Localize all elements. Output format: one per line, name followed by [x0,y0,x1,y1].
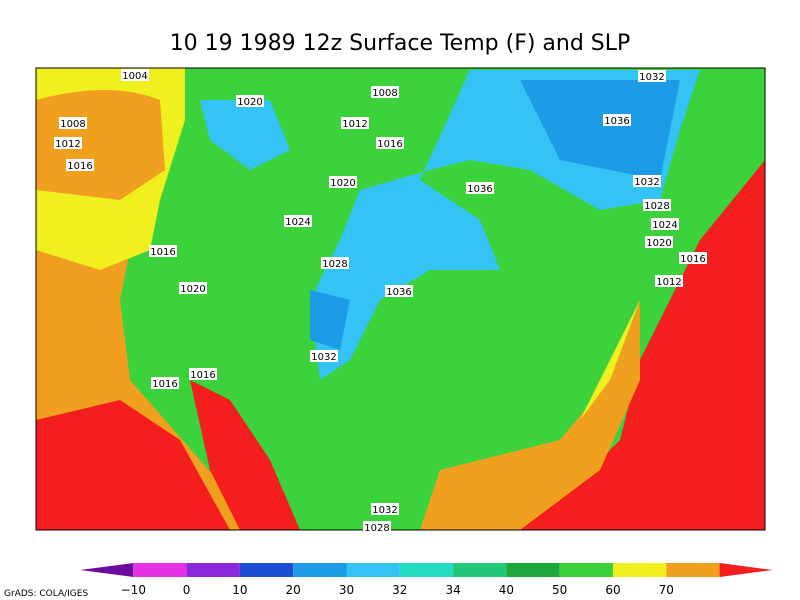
isobar-label-box [651,218,679,230]
isobar-label-box [643,199,671,211]
isobar-label: 1036 [386,287,411,298]
colorbar-segment [666,563,720,577]
colorbar-label: 20 [286,583,301,597]
temp-sw-ocean [36,400,230,530]
isobar-labels: 1004 1008 1032 1020 1008 1012 1036 1012 1016 1016… [54,69,707,534]
isobar-label: 1036 [604,116,629,127]
colorbar-segment [239,563,294,577]
isobar-label: 1012 [55,139,80,150]
isobar-label-box [179,282,207,294]
isobar-label: 1016 [67,161,92,172]
isobar-label: 1024 [652,220,677,231]
colorbar-segment [613,563,667,577]
colorbar-segment [346,563,400,577]
isobar-label: 1016 [680,254,705,265]
isobar-label: 1016 [152,379,177,390]
isobar-label-box [121,69,149,81]
isobar-label: 1032 [639,72,664,83]
isobar-label-box [679,252,707,264]
isobar-label-box [603,114,631,126]
isobar-label: 1008 [372,88,397,99]
colorbar-segment [293,563,347,577]
colorbar-segment [399,563,454,577]
isobar-label-box [645,236,673,248]
temp-coast [580,300,640,420]
isobar-label: 1016 [190,370,215,381]
colorbar-segment [506,563,560,577]
isobar-label: 1032 [372,505,397,516]
colorbar-label: 50 [552,583,567,597]
isobar-label: 1016 [377,139,402,150]
isobar-label-box [284,215,312,227]
isobar-label-box [633,175,661,187]
isobar-label-box [371,503,399,515]
isobar-label-box [371,86,399,98]
isobar-label: 1020 [180,284,205,295]
isobar-label: 1012 [656,277,681,288]
isobar-label: 1028 [322,259,347,270]
isobar-label-box [466,182,494,194]
temp-baja [190,380,300,530]
isobar-label: 1024 [285,217,310,228]
temp-rockies [310,290,350,350]
isobar-label-box [329,176,357,188]
isobar-label-box [341,117,369,129]
isobar-label-box [189,368,217,380]
isobar-label: 1020 [330,178,355,189]
isobar-label-box [66,159,94,171]
isobar-label-box [149,245,177,257]
colorbar-label: 0 [183,583,191,597]
isobar-label-box [655,275,683,287]
isobar-label: 1020 [646,238,671,249]
isobar-label-box [363,521,391,533]
colorbar-label: 40 [499,583,514,597]
isobar-label-box [638,70,666,82]
isobar-label: 1028 [644,201,669,212]
isobar-label: 1020 [237,97,262,108]
map-frame [35,67,766,531]
isobar-label: 1032 [311,352,336,363]
temp-bc [200,100,290,170]
colorbar-label: 30 [339,583,354,597]
colorbar-label: 70 [659,583,674,597]
isobar-label-box [236,95,264,107]
colorbar-label: 10 [232,583,247,597]
temp-hudson [520,80,680,180]
isobar-label-box [151,377,179,389]
isobar-label: 1032 [634,177,659,188]
colorbar-segment [559,563,613,577]
isobar-label-box [376,137,404,149]
isobar-label-box [310,350,338,362]
isobar-label-box [59,117,87,129]
colorbar-arrow [719,563,773,577]
temp-southeast [420,300,640,530]
colorbar-segment [453,563,507,577]
isobar-label: 1012 [342,119,367,130]
isobar-label-box [321,257,349,269]
isobar-label: 1008 [60,119,85,130]
colorbar-segment [133,563,187,577]
colorbar-segment [186,563,240,577]
isobar-label: 1028 [364,523,389,534]
colorbar-label: 34 [445,583,460,597]
isobar-label: 1004 [122,71,147,82]
colorbar: −10 0 10 20 30 32 34 40 50 60 70 [80,563,773,597]
isobar-label: 1016 [150,247,175,258]
colorbar-arrow [80,563,134,577]
isobar-label: 1036 [467,184,492,195]
isobar-label-box [54,137,82,149]
isobar-label-box [385,285,413,297]
title: 10 19 1989 12z Surface Temp (F) and SLP [170,31,631,56]
colorbar-label: 60 [605,583,620,597]
colorbar-label: 32 [392,583,407,597]
colorbar-label: −10 [121,583,146,597]
footer: GrADS: COLA/IGES [4,589,88,599]
